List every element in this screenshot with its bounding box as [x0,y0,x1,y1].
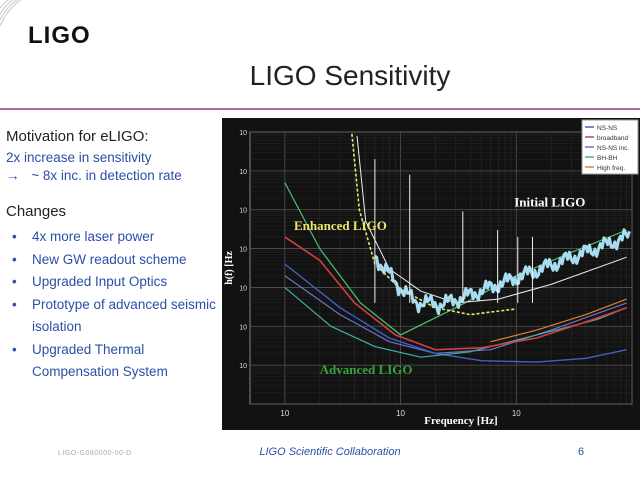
ligo-logo: LIGO [28,22,91,49]
legend-entry: broadband [597,135,628,142]
grid [249,131,633,405]
x-tick-label: 10 [280,409,289,418]
annotation-1: Enhanced LIGO [294,218,387,233]
title-divider [0,108,640,110]
list-item: • 4x more laser power [6,226,218,249]
changes-heading: Changes [6,203,67,220]
bullet-icon: • [12,229,17,244]
list-item: • Upgraded Thermal Compensation System [6,339,218,384]
legend-entry: BH-BH [597,155,618,162]
x-tick-label: 10 [512,409,521,418]
x-tick-label: 10 [396,409,405,418]
advanced-broadband-line [284,236,627,351]
y-tick-label: 10 [239,208,247,215]
y-tick-label: 10 [239,169,247,176]
changes-list: • 4x more laser power • New GW readout sch… [6,226,218,384]
page-number: 6 [578,446,585,458]
slide-title: LIGO Sensitivity [249,60,451,91]
advanced-other-line [490,298,627,343]
sensitivity-plot: Initial LIGO Enhanced LIGO Advanced LIGO Fr… [224,119,639,427]
curves [284,133,631,363]
y-tick-label: 10 [239,247,247,254]
list-item: • Prototype of advanced seismic isolation [6,294,218,339]
legend-entry: High freq. [597,165,625,172]
initial-measured-band [373,228,631,316]
advanced-nsns-line [284,263,627,363]
motivation-heading: Motivation for eLIGO: [6,128,149,145]
sensitivity-chart: Initial LIGO Enhanced LIGO Advanced LIGO Fr… [222,118,640,430]
bullet-icon: • [12,341,17,357]
logo-arcs [0,0,22,27]
annotation-2: Advanced LIGO [320,362,413,377]
footer-collaboration: LIGO Scientific Collaboration [259,446,401,458]
annotation-0: Initial LIGO [514,195,585,210]
y-tick-label: 10 [239,130,247,137]
list-item: • New GW readout scheme [6,249,218,272]
motivation-line-2: → ~ 8x inc. in detection rate [6,167,218,185]
initial-design-line [356,135,627,304]
y-axis-label: h(f) [Hz [224,251,235,285]
legend-entry: NS-NS [597,125,618,132]
y-tick-label: 10 [239,363,247,370]
motivation-line-1: 2x increase in sensitivity [6,150,152,165]
left-text-column: Motivation for eLIGO: 2x increase in sen… [6,128,218,384]
footer-doc-id: LIGO-G080000-00-D [58,450,132,457]
bullet-icon: • [12,251,17,267]
y-tick-label: 10 [239,324,247,331]
arrow-icon: → [6,168,20,183]
x-axis-label: Frequency [Hz] [424,415,497,427]
bullet-icon: • [12,296,17,312]
legend-entry: NS-NS inc. [597,145,629,152]
y-tick-label: 10 [239,285,247,292]
motivation-line-2-text: ~ 8x inc. in detection rate [31,168,182,183]
bullet-icon: • [12,274,17,289]
enhanced-ligo-line [351,133,517,316]
list-item: • Upgraded Input Optics [6,271,218,294]
chart-labels: Initial LIGO Enhanced LIGO Advanced LIGO Fr… [224,119,639,427]
